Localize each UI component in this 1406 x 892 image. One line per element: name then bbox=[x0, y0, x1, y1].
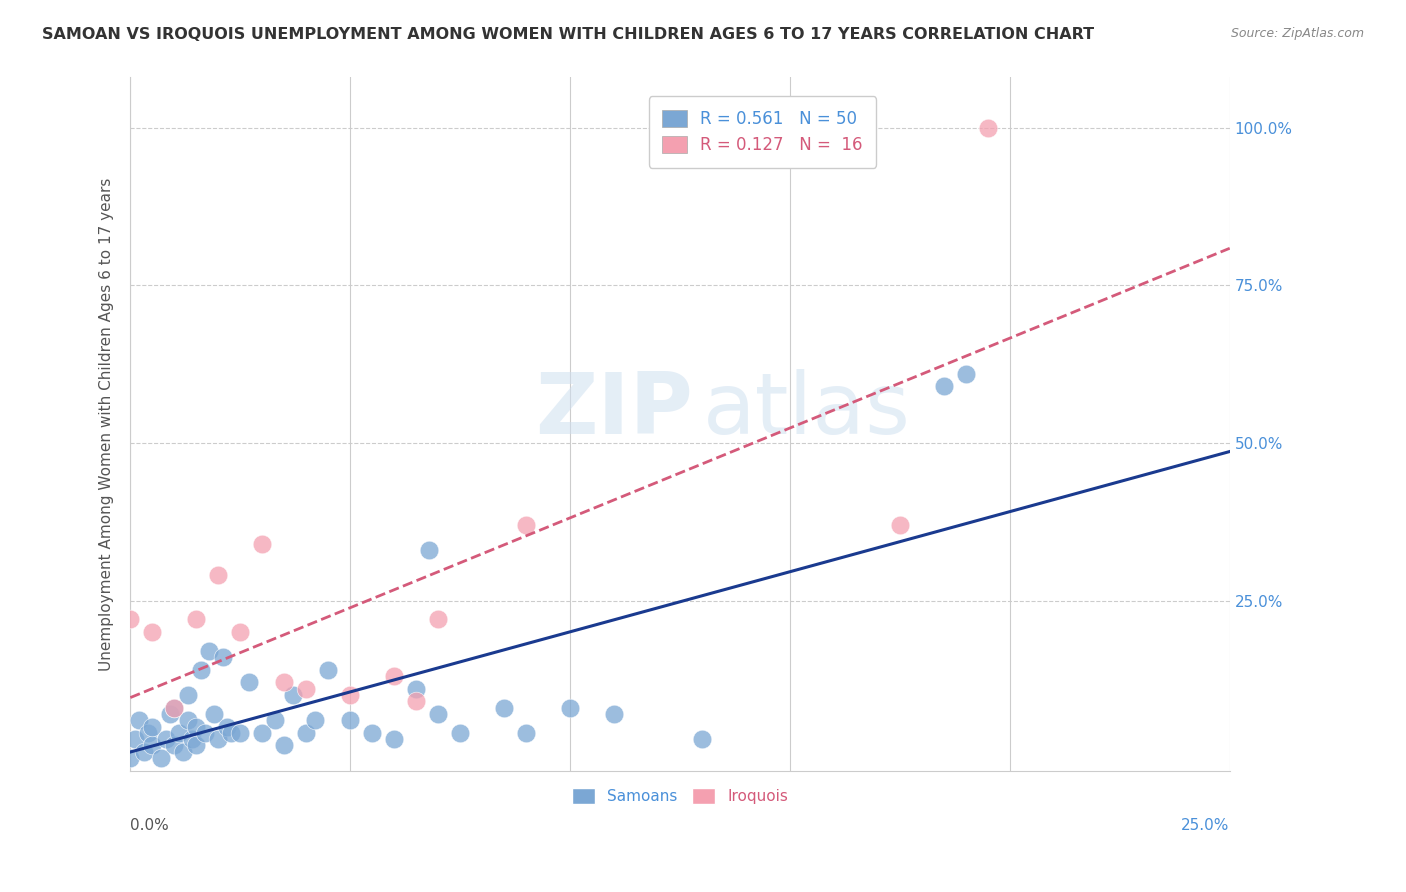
Point bbox=[128, 713, 150, 727]
Point bbox=[339, 688, 361, 702]
Point bbox=[382, 669, 405, 683]
Point bbox=[150, 751, 173, 765]
Point bbox=[405, 681, 427, 696]
Point bbox=[186, 720, 208, 734]
Point bbox=[198, 644, 221, 658]
Point bbox=[295, 726, 318, 740]
Point bbox=[229, 625, 252, 640]
Point bbox=[515, 726, 537, 740]
Point bbox=[155, 732, 177, 747]
Point bbox=[167, 726, 190, 740]
Point bbox=[252, 537, 274, 551]
Point bbox=[494, 700, 516, 714]
Point bbox=[190, 663, 212, 677]
Point bbox=[427, 612, 450, 626]
Point bbox=[515, 517, 537, 532]
Text: 25.0%: 25.0% bbox=[1181, 818, 1230, 833]
Point bbox=[202, 706, 225, 721]
Point bbox=[273, 675, 295, 690]
Point bbox=[304, 713, 326, 727]
Point bbox=[339, 713, 361, 727]
Point bbox=[977, 120, 1000, 135]
Point bbox=[558, 700, 581, 714]
Point bbox=[120, 751, 142, 765]
Point bbox=[163, 700, 186, 714]
Point bbox=[889, 517, 911, 532]
Text: atlas: atlas bbox=[703, 368, 911, 451]
Point bbox=[690, 732, 713, 747]
Point bbox=[207, 568, 229, 582]
Point bbox=[405, 694, 427, 708]
Point bbox=[194, 726, 217, 740]
Point bbox=[186, 612, 208, 626]
Point bbox=[120, 612, 142, 626]
Point bbox=[281, 688, 304, 702]
Point bbox=[141, 720, 163, 734]
Point bbox=[132, 745, 155, 759]
Point bbox=[932, 379, 955, 393]
Point bbox=[295, 681, 318, 696]
Text: ZIP: ZIP bbox=[536, 368, 693, 451]
Point bbox=[382, 732, 405, 747]
Point bbox=[159, 706, 181, 721]
Point bbox=[418, 543, 440, 558]
Point bbox=[217, 720, 239, 734]
Point bbox=[141, 625, 163, 640]
Y-axis label: Unemployment Among Women with Children Ages 6 to 17 years: Unemployment Among Women with Children A… bbox=[100, 178, 114, 671]
Point bbox=[229, 726, 252, 740]
Point bbox=[180, 732, 202, 747]
Point bbox=[176, 713, 198, 727]
Point bbox=[136, 726, 159, 740]
Point bbox=[163, 700, 186, 714]
Point bbox=[211, 650, 233, 665]
Legend: Samoans, Iroquois: Samoans, Iroquois bbox=[564, 780, 796, 812]
Point bbox=[316, 663, 339, 677]
Text: 0.0%: 0.0% bbox=[131, 818, 169, 833]
Point bbox=[955, 367, 977, 381]
Point bbox=[221, 726, 243, 740]
Point bbox=[449, 726, 471, 740]
Point bbox=[273, 739, 295, 753]
Point bbox=[264, 713, 287, 727]
Text: Source: ZipAtlas.com: Source: ZipAtlas.com bbox=[1230, 27, 1364, 40]
Point bbox=[141, 739, 163, 753]
Point bbox=[238, 675, 260, 690]
Point bbox=[172, 745, 194, 759]
Point bbox=[427, 706, 450, 721]
Point bbox=[252, 726, 274, 740]
Point bbox=[186, 739, 208, 753]
Point bbox=[603, 706, 626, 721]
Point bbox=[176, 688, 198, 702]
Point bbox=[124, 732, 146, 747]
Text: SAMOAN VS IROQUOIS UNEMPLOYMENT AMONG WOMEN WITH CHILDREN AGES 6 TO 17 YEARS COR: SAMOAN VS IROQUOIS UNEMPLOYMENT AMONG WO… bbox=[42, 27, 1094, 42]
Point bbox=[163, 739, 186, 753]
Point bbox=[361, 726, 384, 740]
Point bbox=[207, 732, 229, 747]
